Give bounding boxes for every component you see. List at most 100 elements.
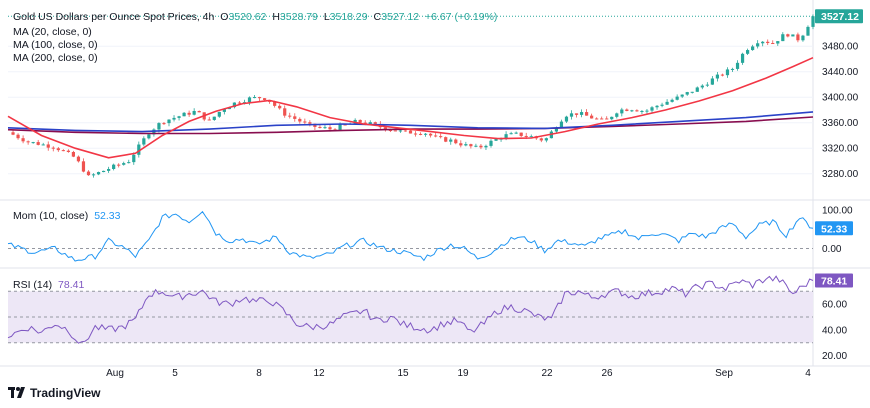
candle-body [519,132,523,136]
candle-body [61,150,65,152]
candle-body [413,133,418,135]
candle-body [509,133,513,135]
candle-body [695,87,699,92]
candle-body [469,144,473,147]
candle-body [524,135,528,137]
mom-tick-label: 0.00 [822,244,842,255]
candle-body [459,143,463,146]
candle-body [358,119,362,123]
candle-body [771,43,775,45]
rsi-line [7,275,814,344]
candle-body [735,62,740,69]
candle-body [162,123,166,125]
candle-body [640,110,644,112]
candle-body [288,115,292,117]
candle-body [328,127,332,130]
time-tick-label: 19 [457,368,469,379]
price-tick-label: 3360.00 [822,118,859,129]
candle-body [670,99,674,102]
price-tick-label: 3480.00 [822,42,859,53]
candle-body [333,129,337,131]
candle-body [273,101,277,106]
time-tick-label: 22 [541,368,553,379]
candle-body [76,156,81,162]
candle-body [147,134,151,139]
candle-body [117,164,121,166]
open-label: O [220,11,229,23]
candle-body [489,140,493,146]
rsi-value: 78.41 [58,279,85,291]
candle-body [122,163,126,165]
price-tick-label: 3280.00 [822,169,859,180]
candle-body [21,138,25,142]
candle-body [247,97,252,103]
candle-body [343,124,347,126]
candle-body [429,133,433,136]
candle-body [776,41,780,44]
candle-body [620,109,624,114]
candle-body [564,116,569,122]
candle-body [408,130,413,134]
candle-body [182,112,186,117]
candle-body [278,105,282,109]
time-tick-label: 26 [601,368,613,379]
ma20-line [7,56,814,159]
candle-body [142,138,146,145]
rsi-legend: RSI (14) 78.41 [13,279,84,292]
last-price-tag [815,9,863,24]
candle-body [786,34,790,37]
mom-line [7,210,814,262]
ma200-legend: MA (200, close, 0) [13,52,98,64]
candle-body [700,85,704,88]
momentum-panel [7,210,814,262]
candle-body [484,145,488,148]
candle-body [590,115,594,119]
candle-body [444,137,448,142]
candle-body [101,170,106,173]
price-axis: 3480.00 3440.00 3400.00 3360.00 3320.00 3280.… [815,9,863,362]
grid-lines [0,0,870,367]
tradingview-icon [8,387,25,398]
candle-body [579,112,584,115]
candle-body [187,112,191,115]
candle-body [91,174,96,176]
candle-body [650,107,654,111]
candle-body [600,118,604,120]
high-label: H [272,11,280,23]
candle-body [368,122,372,125]
candle-body [318,126,322,128]
candle-body [86,171,91,176]
candle-body [479,145,483,148]
rsi-value-tag-text: 78.41 [821,275,847,287]
brand-text: TradingView [30,386,101,400]
tradingview-logo[interactable]: TradingView [8,386,100,400]
ma20-legend: MA (20, close, 0) [13,26,92,38]
candle-body [464,144,468,146]
candle-body [212,116,216,120]
candle-body [252,97,257,99]
time-tick-label: 12 [313,368,325,379]
candle-body [81,161,86,172]
candle-body [690,91,694,93]
candle-body [474,145,478,147]
candle-body [197,111,201,113]
candle-body [710,78,714,85]
candle-body [232,102,237,108]
candle-body [293,116,297,119]
candle-body [373,122,377,124]
mom-legend: Mom (10, close) 52.33 [13,210,120,223]
candle-body [298,118,302,122]
mom-value-tag-text: 52.33 [821,223,847,235]
candle-body [569,113,574,117]
candle-body [574,113,579,115]
candle-body [338,124,342,130]
low-value: 3518.29 [329,11,368,23]
candle-body [237,102,242,104]
candle-body [745,50,750,54]
candle-body [46,144,50,148]
candle-body [625,109,629,112]
candle-body [393,130,398,132]
candle-body [529,136,533,138]
candle-body [635,110,639,112]
candle-body [388,130,392,132]
